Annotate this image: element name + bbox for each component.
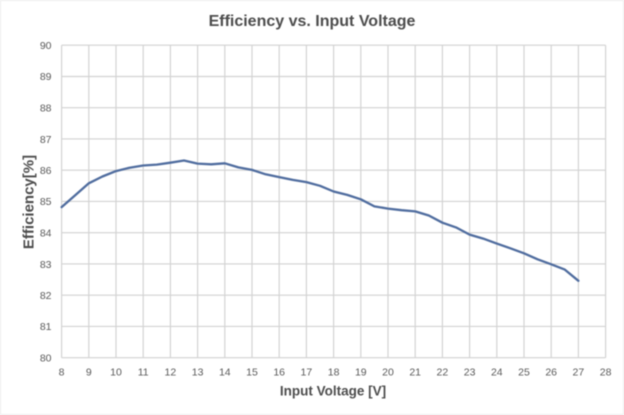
svg-text:24: 24 <box>491 367 503 379</box>
svg-text:84: 84 <box>40 228 52 240</box>
svg-text:9: 9 <box>86 367 92 379</box>
svg-text:17: 17 <box>301 367 313 379</box>
svg-text:26: 26 <box>545 367 557 379</box>
svg-text:14: 14 <box>219 367 231 379</box>
svg-text:87: 87 <box>40 134 52 146</box>
svg-text:Efficiency vs. Input Voltage: Efficiency vs. Input Voltage <box>209 13 416 30</box>
svg-text:83: 83 <box>40 259 52 271</box>
svg-text:22: 22 <box>437 367 449 379</box>
svg-text:11: 11 <box>138 367 149 379</box>
svg-text:21: 21 <box>409 367 421 379</box>
svg-text:82: 82 <box>40 290 52 302</box>
svg-text:20: 20 <box>382 367 394 379</box>
svg-text:8: 8 <box>59 367 65 379</box>
svg-text:80: 80 <box>40 353 52 365</box>
svg-text:13: 13 <box>192 367 204 379</box>
svg-text:12: 12 <box>165 367 177 379</box>
svg-text:23: 23 <box>464 367 476 379</box>
svg-text:19: 19 <box>355 367 367 379</box>
svg-text:85: 85 <box>40 196 52 208</box>
svg-text:15: 15 <box>246 367 258 379</box>
svg-text:90: 90 <box>40 40 52 52</box>
svg-text:Input Voltage [V]: Input Voltage [V] <box>280 384 386 399</box>
svg-text:86: 86 <box>40 165 52 177</box>
svg-text:89: 89 <box>40 71 52 83</box>
svg-text:27: 27 <box>573 367 585 379</box>
svg-text:81: 81 <box>40 321 52 333</box>
svg-text:88: 88 <box>40 103 52 115</box>
svg-text:16: 16 <box>273 367 285 379</box>
svg-text:Efficiency[%]: Efficiency[%] <box>21 155 38 249</box>
svg-text:18: 18 <box>328 367 340 379</box>
svg-text:28: 28 <box>600 367 612 379</box>
svg-text:10: 10 <box>110 367 122 379</box>
svg-text:25: 25 <box>518 367 530 379</box>
